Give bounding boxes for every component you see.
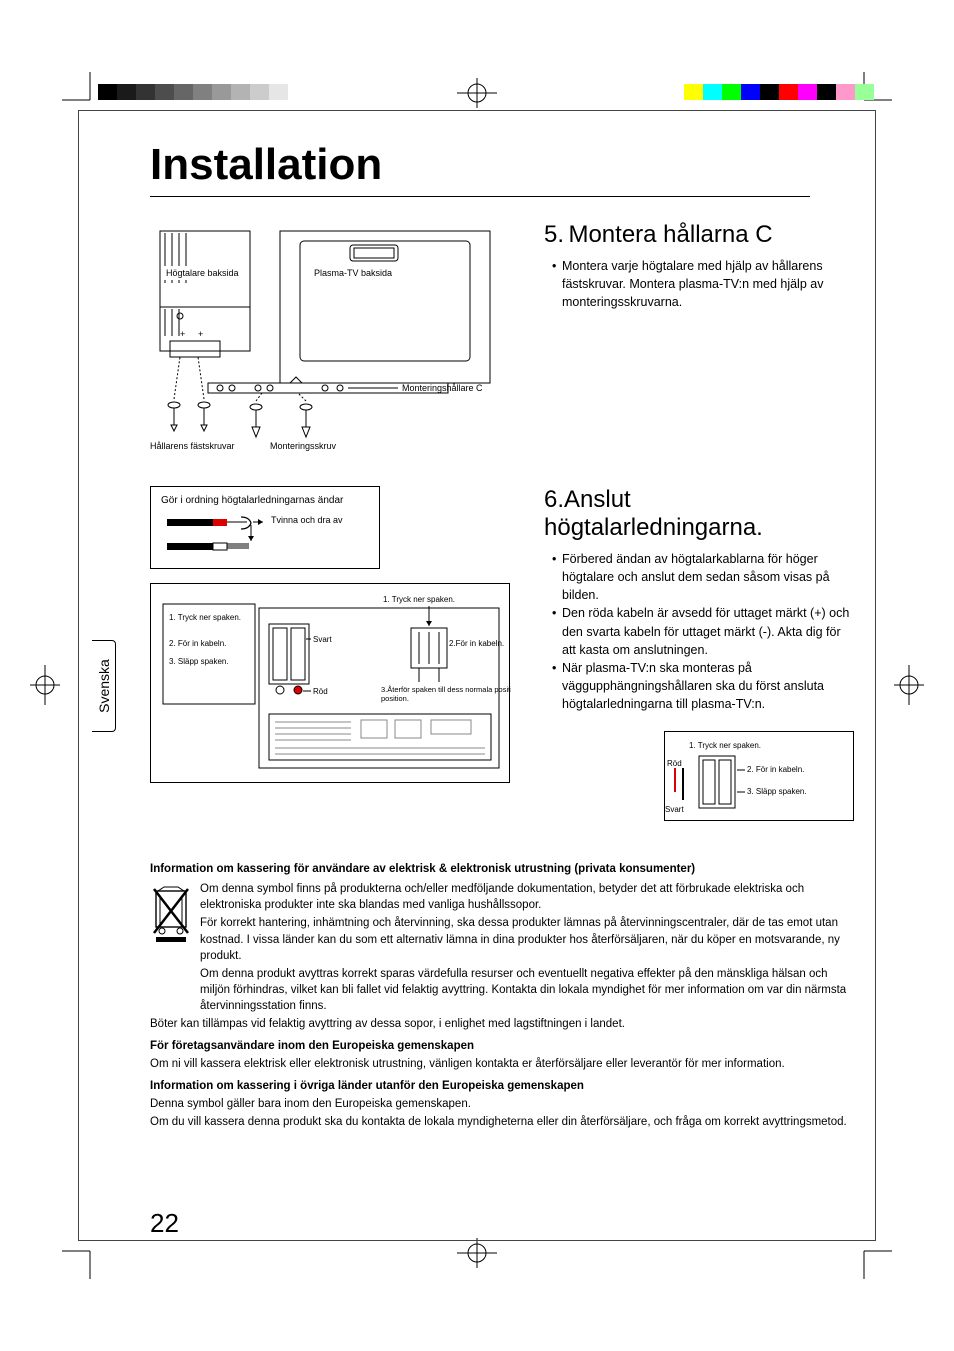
regmark-right (894, 655, 924, 720)
cropmark-tl (62, 72, 102, 112)
svg-text:1. Tryck ner spaken.: 1. Tryck ner spaken. (383, 595, 455, 604)
disposal-p7: Om du vill kassera denna produkt ska du … (150, 1114, 850, 1130)
svg-text:Monteringshållare C: Monteringshållare C (402, 383, 483, 393)
fig2-twist: Tvinna och dra av (271, 515, 343, 526)
figure-1: ++ (150, 221, 520, 456)
disposal-h1: Information om kassering för användare a… (150, 861, 850, 877)
regmark-left (30, 655, 60, 720)
section6-b2: Den röda kabeln är avsedd för uttaget mä… (552, 604, 854, 658)
svg-text:Svart: Svart (313, 635, 332, 644)
figures-6: Gör i ordning högtalarledningarnas ändar… (150, 486, 520, 821)
svg-text:3. Släpp spaken.: 3. Släpp spaken. (169, 657, 229, 666)
disposal-p2: För korrekt hantering, inhämtning och åt… (200, 915, 850, 963)
svg-text:Monteringsskruv: Monteringsskruv (270, 441, 337, 451)
section5-list: Montera varje högtalare med hjälp av hål… (544, 257, 854, 311)
svg-text:2. För in kabeln.: 2. För in kabeln. (169, 639, 226, 648)
section5-bullet: Montera varje högtalare med hjälp av hål… (552, 257, 854, 311)
figure-prepare: Gör i ordning högtalarledningarnas ändar… (150, 486, 380, 569)
section6-b1: Förbered ändan av högtalarkablarna för h… (552, 550, 854, 604)
svg-text:3. Släpp spaken.: 3. Släpp spaken. (747, 787, 807, 796)
weee-icon (150, 881, 200, 1016)
section6-num: 6. (544, 486, 564, 513)
svg-text:Hållarens fästskruvar: Hållarens fästskruvar (150, 441, 235, 451)
disposal-p6: Denna symbol gäller bara inom den Europe… (150, 1096, 850, 1112)
svg-text:Svart: Svart (665, 805, 684, 814)
svg-text:+: + (180, 329, 185, 339)
svg-text:1. Tryck ner spaken.: 1. Tryck ner spaken. (689, 741, 761, 750)
svg-text:2. För in kabeln.: 2. För in kabeln. (747, 765, 804, 774)
svg-text:3.Återför spaken till dess nor: 3.Återför spaken till dess normala posit… (381, 685, 511, 694)
page-content: Installation ++ (150, 140, 854, 1133)
svg-text:Röd: Röd (313, 687, 328, 696)
disposal-h3: Information om kassering i övriga länder… (150, 1078, 850, 1094)
fig2-prepare: Gör i ordning högtalarledningarnas ändar (161, 495, 369, 507)
regmark-bottom (447, 1238, 507, 1273)
section-6: 6.Anslut högtalarledningarna. Förbered ä… (520, 486, 854, 821)
page-root: Installation ++ (0, 0, 954, 1351)
section6-title: Anslut högtalarledningarna. (544, 486, 763, 541)
svg-text:Röd: Röd (667, 759, 682, 768)
disposal-p3: Om denna produkt avyttras korrekt sparas… (200, 966, 850, 1014)
figure-terminal-small: 1. Tryck ner spaken. Röd Svart 2. För in… (664, 731, 854, 821)
page-number: 22 (150, 1208, 179, 1239)
section-5: 5. Montera hållarna C Montera varje högt… (520, 221, 854, 456)
regmark-top (447, 78, 507, 113)
cropmark-br (852, 1239, 892, 1279)
disposal-h2: För företagsanvändare inom den Europeisk… (150, 1038, 850, 1054)
svg-text:position.: position. (381, 694, 409, 703)
svg-text:2.För in kabeln.: 2.För in kabeln. (449, 639, 504, 648)
grayscale-bar (98, 84, 288, 100)
colorbar (684, 84, 874, 100)
section5-num: 5. (544, 221, 564, 248)
disposal-text-block: Om denna symbol finns på produkterna och… (200, 881, 850, 1016)
disposal-p5: Om ni vill kassera elektrisk eller elekt… (150, 1056, 850, 1072)
figure-wiring: 1. Tryck ner spaken. 2. För in kabeln. 3… (150, 583, 510, 783)
row-section5: ++ (150, 221, 854, 456)
svg-text:+: + (198, 329, 203, 339)
row-section6: Gör i ordning högtalarledningarnas ändar… (150, 486, 854, 821)
cropmark-bl (62, 1239, 102, 1279)
language-tab-label: Svenska (96, 659, 112, 713)
title-rule (150, 196, 810, 197)
disposal-section: Information om kassering för användare a… (150, 861, 850, 1130)
label-speaker-back: Högtalare baksida (166, 268, 239, 278)
section6-b3: När plasma-TV:n ska monteras på väggupph… (552, 659, 854, 713)
main-title: Installation (150, 140, 854, 190)
disposal-p1: Om denna symbol finns på produkterna och… (200, 881, 850, 913)
svg-text:Plasma-TV baksida: Plasma-TV baksida (314, 268, 392, 278)
svg-text:1. Tryck ner spaken.: 1. Tryck ner spaken. (169, 613, 241, 622)
section6-list: Förbered ändan av högtalarkablarna för h… (544, 550, 854, 713)
section5-title: Montera hållarna C (568, 221, 772, 248)
disposal-p4: Böter kan tillämpas vid felaktig avyttri… (150, 1016, 850, 1032)
language-tab: Svenska (92, 640, 116, 732)
